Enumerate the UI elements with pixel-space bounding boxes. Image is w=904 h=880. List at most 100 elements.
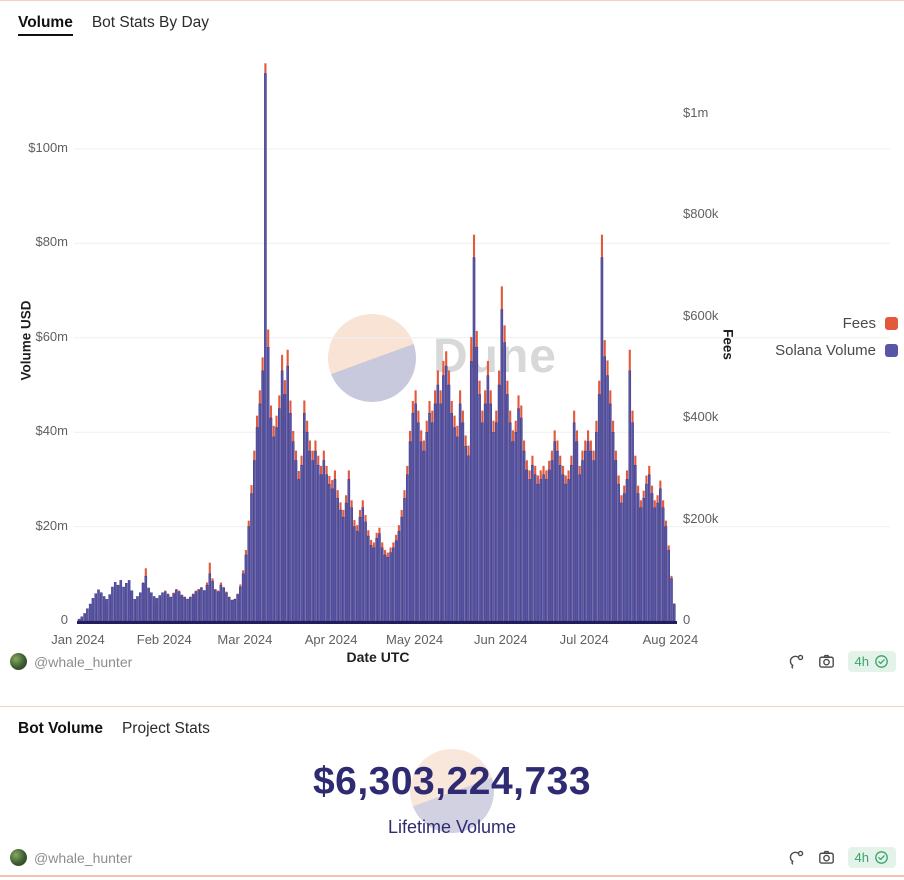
- volume-bar: [138, 592, 142, 622]
- volume-bar: [322, 460, 326, 622]
- chart-title: Bot Stats By Day: [91, 14, 210, 31]
- volume-bar: [239, 586, 242, 622]
- volume-bar: [450, 413, 454, 622]
- volume-bar: [414, 403, 417, 622]
- y-left-tick: $60m: [35, 328, 68, 344]
- screenshot-button[interactable]: [818, 653, 835, 670]
- volume-bar: [378, 533, 381, 622]
- chart-panel-footer: @whale_hunter 4h: [10, 651, 896, 672]
- volume-bar: [230, 600, 234, 622]
- tab-volume[interactable]: Volume: [18, 14, 73, 36]
- volume-bar: [636, 493, 640, 622]
- volume-bar: [525, 469, 529, 622]
- volume-bar: [372, 547, 376, 622]
- volume-bar: [367, 535, 370, 622]
- x-axis-tick: Mar 2024: [217, 632, 273, 647]
- volume-bar: [241, 573, 245, 622]
- volume-bar: [172, 593, 175, 622]
- volume-bar: [589, 450, 593, 622]
- refresh-badge[interactable]: 4h: [847, 651, 896, 672]
- volume-bar: [606, 375, 609, 622]
- volume-bar: [194, 591, 198, 622]
- tab-bot-volume[interactable]: Bot Volume: [18, 720, 103, 737]
- fork-icon: [789, 654, 803, 669]
- volume-bar: [592, 460, 595, 622]
- volume-bar: [634, 465, 637, 622]
- y-left-tick: 0: [60, 612, 68, 627]
- volume-bar: [567, 479, 570, 622]
- volume-bar: [667, 549, 670, 622]
- volume-bar: [645, 483, 648, 622]
- fork-button[interactable]: [788, 653, 805, 670]
- screenshot-button[interactable]: [818, 849, 835, 866]
- counter-title: Project Stats: [121, 720, 210, 737]
- lifetime-volume-value: $6,303,224,733: [312, 760, 592, 803]
- refresh-badge[interactable]: 4h: [847, 847, 896, 868]
- y-axis-title-volume: Volume USD: [18, 300, 34, 381]
- volume-bar: [311, 460, 314, 622]
- volume-bar: [328, 483, 331, 622]
- volume-bar: [394, 540, 398, 622]
- author-link[interactable]: @whale_hunter: [10, 849, 132, 866]
- volume-bar: [586, 441, 590, 622]
- volume-bar: [80, 616, 84, 622]
- volume-bar: [336, 498, 340, 622]
- volume-bar: [672, 604, 676, 622]
- volume-bar: [303, 413, 306, 622]
- x-axis-tick: Jan 2024: [51, 632, 105, 647]
- volume-bar: [91, 598, 95, 622]
- y-right-tick: $1m: [683, 105, 709, 120]
- volume-bar: [163, 591, 167, 622]
- volume-bar: [564, 483, 568, 622]
- volume-bar: [83, 613, 86, 622]
- volume-bar: [342, 516, 345, 622]
- volume-bar: [294, 460, 298, 622]
- volume-bar: [570, 465, 573, 622]
- volume-bar: [550, 460, 554, 622]
- volume-bar: [180, 595, 184, 622]
- volume-bar: [280, 370, 284, 622]
- dune-watermark-text: Dune: [433, 330, 557, 383]
- volume-bar: [297, 479, 301, 622]
- volume-bar: [347, 479, 351, 622]
- x-axis-tick: Jun 2024: [474, 632, 528, 647]
- volume-bar: [152, 596, 156, 622]
- volume-bar: [508, 422, 512, 622]
- volume-bar: [659, 488, 662, 622]
- y-left-tick: $100m: [28, 140, 68, 155]
- author-link[interactable]: @whale_hunter: [10, 653, 132, 670]
- volume-bar: [191, 594, 195, 622]
- volume-bar: [330, 488, 334, 622]
- volume-bar: [333, 479, 337, 622]
- volume-bar: [189, 597, 192, 622]
- fork-button[interactable]: [788, 849, 805, 866]
- volume-bar: [177, 591, 181, 622]
- y-axis-title-fees: Fees: [720, 329, 736, 360]
- volume-bar: [211, 581, 214, 622]
- volume-bar: [386, 557, 390, 622]
- volume-bar: [625, 479, 629, 622]
- volume-bar: [150, 592, 153, 622]
- volume-bar: [422, 450, 426, 622]
- volume-bar: [272, 436, 276, 622]
- volume-bar: [261, 370, 264, 622]
- author-avatar: [10, 653, 27, 670]
- volume-bar: [111, 586, 114, 622]
- chart-panel: Volume Bot Stats By Day Dune $100m $80m $6…: [0, 0, 904, 672]
- legend-item-solana-volume[interactable]: Solana Volume: [775, 342, 898, 359]
- volume-bar: [355, 531, 359, 622]
- volume-bar: [581, 460, 584, 622]
- volume-bar: [556, 450, 559, 622]
- check-circle-icon: [875, 851, 888, 864]
- y-left-tick: $80m: [35, 234, 68, 250]
- volume-bar: [453, 427, 456, 622]
- volume-bar: [269, 417, 273, 622]
- volume-bar: [397, 531, 401, 622]
- dune-watermark-logo-2: [410, 749, 494, 833]
- legend-item-fees[interactable]: Fees: [843, 315, 898, 332]
- volume-bar: [425, 431, 429, 622]
- counter-panel: Bot Volume Project Stats $6,303,224,733 …: [0, 706, 904, 877]
- volume-bar: [275, 427, 278, 622]
- y-right-tick: $800k: [683, 206, 719, 222]
- volume-bar: [233, 599, 237, 622]
